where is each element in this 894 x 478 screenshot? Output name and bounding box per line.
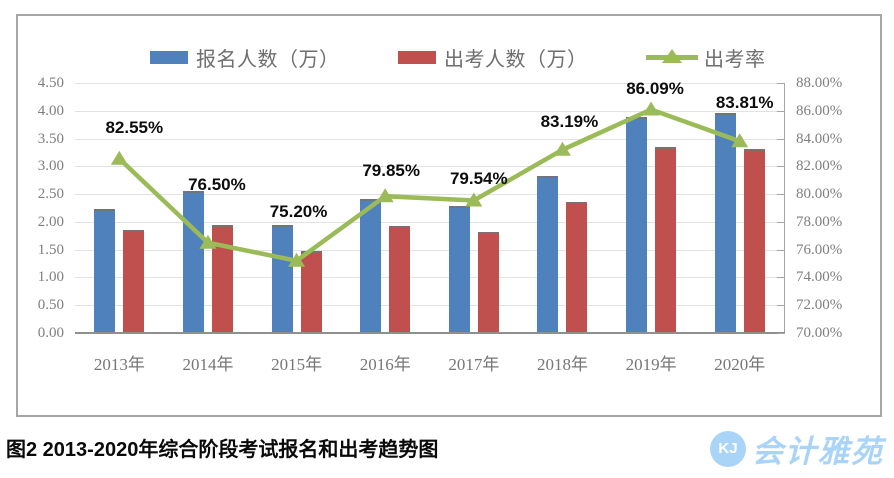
plot-area: 82.55% 76.50% 75.20% 79.85% 79.54% 83.19% 86.0…: [75, 79, 784, 333]
right-axis-tick-label: 88.00%: [796, 75, 843, 91]
left-axis-tick-label: 3.00: [37, 158, 64, 175]
x-axis-category-label: 2015年: [271, 355, 323, 374]
registration-bar-2013年: [94, 208, 116, 333]
kuaiji-yayuan-logo-icon: KJ: [710, 430, 746, 467]
legend-item-attendees: 出考人数（万）: [398, 44, 588, 71]
attendance-bar-2013年: [123, 230, 145, 333]
right-axis-tick: [777, 110, 785, 112]
x-axis-line: [75, 332, 785, 334]
attendance-bar-2016年: [389, 225, 411, 333]
left-axis-tick-label: 2.50: [37, 186, 64, 203]
attendees-swatch: [398, 50, 436, 64]
right-axis-tick: [777, 83, 785, 84]
right-axis-tick-label: 72.00%: [796, 297, 843, 314]
gridline: [75, 110, 784, 112]
right-axis-tick: [777, 166, 785, 168]
legend-label-attendance-rate: 出考率: [704, 48, 766, 71]
left-axis-tick-label: 3.50: [37, 130, 64, 147]
left-axis-tick-label: 4.50: [37, 75, 64, 91]
rate-data-label: 75.20%: [269, 201, 328, 221]
left-axis-tick-label: 2.00: [37, 213, 64, 230]
right-axis-tick-label: 74.00%: [796, 269, 843, 286]
gridline: [75, 138, 784, 140]
right-axis-tick-label: 70.00%: [796, 325, 843, 341]
x-axis-category-label: 2018年: [536, 355, 588, 374]
chart-legend: 报名人数（万） 出考人数（万） 出考率: [18, 44, 880, 71]
attendance-bar-2018年: [566, 202, 588, 333]
legend-item-attendance-rate: 出考率: [646, 44, 766, 71]
right-axis-tick-label: 86.00%: [796, 102, 843, 119]
gridline: [75, 305, 784, 307]
registration-bar-2020年: [714, 113, 736, 333]
attendance-bar-2020年: [743, 148, 765, 333]
right-axis-tick-label: 76.00%: [796, 241, 843, 258]
gridline: [75, 83, 784, 84]
attendance-bar-2019年: [655, 147, 677, 333]
attendance-bar-2017年: [477, 232, 499, 333]
gridline: [75, 221, 784, 223]
right-axis-tick-label: 84.00%: [796, 130, 843, 147]
right-axis-tick-label: 82.00%: [796, 158, 843, 175]
right-axis-tick: [777, 333, 785, 334]
x-axis-category-label: 2014年: [182, 355, 234, 374]
rate-data-label: 83.19%: [540, 111, 599, 131]
right-axis-tick-label: 80.00%: [796, 186, 843, 203]
rate-data-label: 76.50%: [188, 174, 246, 194]
rate-data-label: 82.55%: [105, 117, 164, 137]
attendance-rate-line-marker-icon: [646, 49, 698, 65]
legend-item-registrations: 报名人数（万）: [150, 44, 340, 71]
left-axis-tick-label: 0.50: [37, 297, 64, 314]
left-axis-tick-label: 4.00: [37, 102, 64, 119]
rate-point-marker-icon: [199, 234, 217, 249]
right-axis-tick: [777, 305, 785, 307]
watermark-brand-text: 会计雅苑: [752, 434, 884, 469]
x-axis-category-label: 2013年: [93, 355, 145, 374]
x-axis-category-label: 2019年: [625, 355, 677, 374]
watermark: KJ 会计雅苑: [710, 426, 884, 471]
rate-point-marker-icon: [110, 150, 128, 165]
rate-point-marker-icon: [465, 192, 483, 207]
left-axis-tick-label: 0.00: [37, 325, 64, 341]
rate-point-marker-icon: [731, 133, 749, 148]
gridline: [75, 277, 784, 279]
right-axis-line: [784, 83, 785, 334]
registration-bar-2016年: [360, 198, 382, 333]
legend-label-attendees: 出考人数（万）: [444, 48, 588, 71]
figure-caption: 图2 2013-2020年综合阶段考试报名和出考趋势图: [6, 439, 439, 461]
rate-data-label: 79.85%: [362, 161, 421, 181]
attendance-bar-2014年: [211, 224, 233, 333]
registration-bar-2015年: [271, 224, 293, 333]
chart-frame: 报名人数（万） 出考人数（万） 出考率 82.55% 76.50% 75.20% 79…: [16, 14, 882, 417]
gridline: [75, 249, 784, 251]
attendance-rate-line: [110, 101, 749, 267]
rate-point-marker-icon: [288, 252, 306, 267]
right-axis-tick: [777, 221, 785, 223]
right-axis-tick: [777, 194, 785, 196]
rate-data-label: 86.09%: [626, 78, 684, 98]
legend-label-registrations: 报名人数（万）: [196, 48, 340, 71]
registration-bar-2017年: [448, 206, 470, 333]
rate-point-marker-icon: [376, 188, 394, 203]
x-axis-category-label: 2020年: [714, 355, 766, 374]
left-axis-tick-label: 1.50: [37, 241, 64, 258]
right-axis-tick: [777, 277, 785, 279]
right-axis-tick: [777, 138, 785, 140]
gridline: [75, 166, 784, 168]
right-axis-tick: [777, 249, 785, 251]
registration-bar-2018年: [537, 176, 559, 333]
left-axis-tick-label: 1.00: [37, 269, 64, 286]
right-axis-tick-label: 78.00%: [796, 213, 843, 230]
rate-data-label: 83.81%: [715, 93, 774, 113]
rate-point-marker-icon: [553, 141, 571, 156]
x-axis-category-label: 2017年: [448, 355, 500, 374]
rate-data-label: 79.54%: [449, 168, 508, 188]
rate-point-marker-icon: [642, 101, 660, 116]
registrations-swatch: [150, 50, 188, 64]
gridline: [75, 194, 784, 196]
x-axis-category-label: 2016年: [359, 355, 411, 374]
